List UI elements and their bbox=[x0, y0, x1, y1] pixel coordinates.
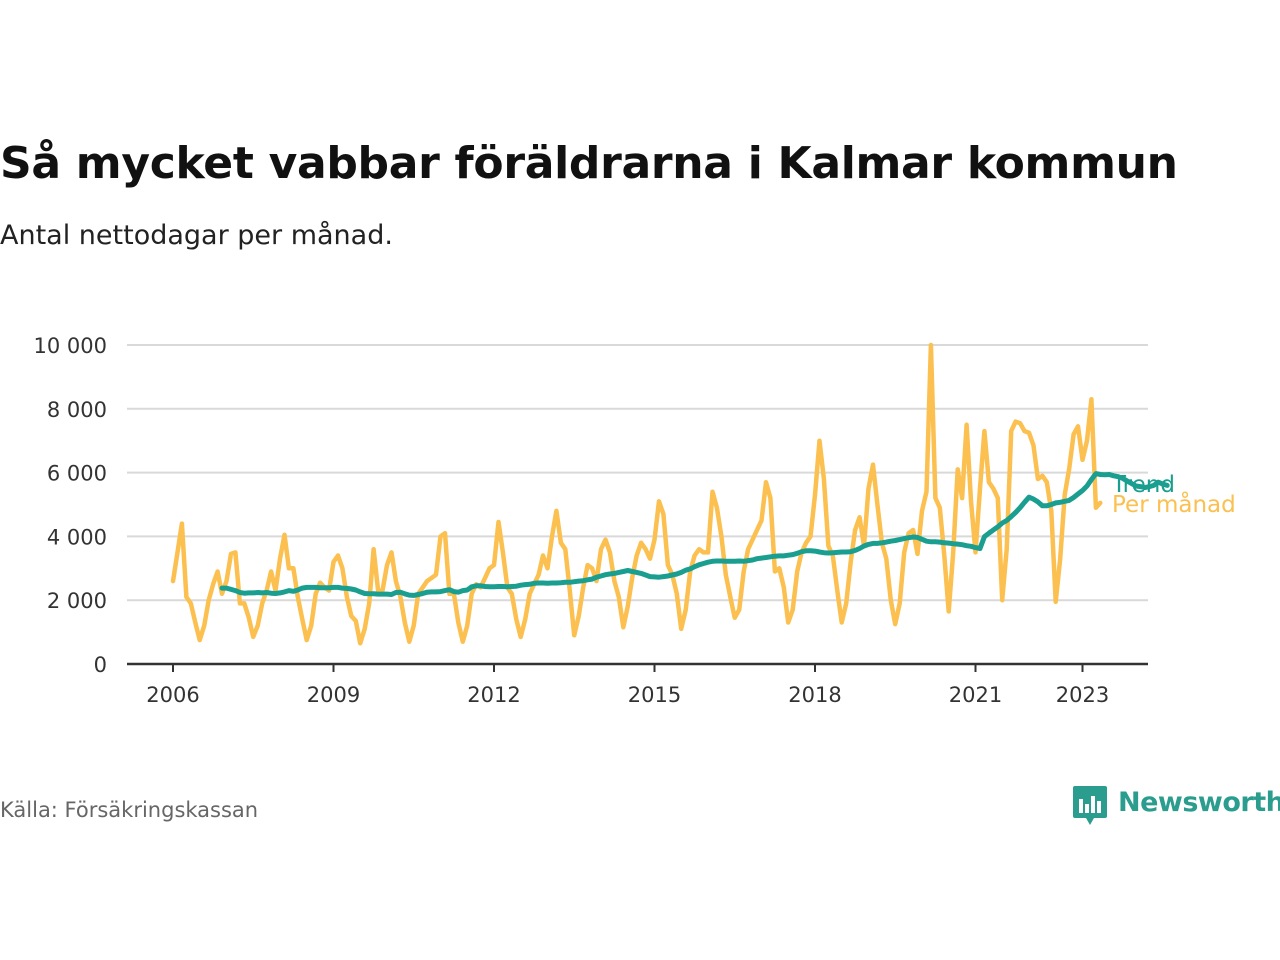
x-tick-label: 2021 bbox=[949, 683, 1002, 707]
x-tick-label: 2015 bbox=[628, 683, 681, 707]
brand-name: Newsworthy bbox=[1118, 787, 1280, 818]
y-axis: 0 2 000 4 000 6 000 8 000 10 000 bbox=[34, 334, 107, 677]
x-tick-label: 2009 bbox=[307, 683, 360, 707]
y-tick-label: 6 000 bbox=[47, 462, 107, 486]
y-tick-label: 2 000 bbox=[47, 589, 107, 613]
x-tick-label: 2012 bbox=[467, 683, 520, 707]
y-tick-label: 4 000 bbox=[47, 525, 107, 549]
y-tick-label: 0 bbox=[94, 653, 107, 677]
series-layer bbox=[170, 342, 1170, 646]
monthly-line bbox=[170, 342, 1103, 646]
trend-line bbox=[219, 471, 1170, 598]
y-tick-label: 8 000 bbox=[47, 398, 107, 422]
y-tick-label: 10 000 bbox=[34, 334, 107, 358]
source-note: Källa: Försäkringskassan bbox=[0, 798, 259, 822]
chart-subtitle: Antal nettodagar per månad. bbox=[0, 220, 393, 251]
x-tick-label: 2018 bbox=[788, 683, 841, 707]
x-axis: 2006 2009 2012 2015 2018 2021 2023 bbox=[127, 662, 1148, 707]
x-tick-label: 2023 bbox=[1056, 683, 1109, 707]
monthly-label: Per månad bbox=[1112, 490, 1236, 518]
chart-title: Så mycket vabbar föräldrarna i Kalmar ko… bbox=[0, 138, 1178, 189]
trend-label: Trend bbox=[1111, 472, 1175, 498]
newsworthy-logo[interactable]: Newsworthy bbox=[1072, 785, 1280, 829]
x-tick-label: 2006 bbox=[146, 683, 199, 707]
bar-chart-bubble-icon bbox=[1073, 786, 1107, 825]
